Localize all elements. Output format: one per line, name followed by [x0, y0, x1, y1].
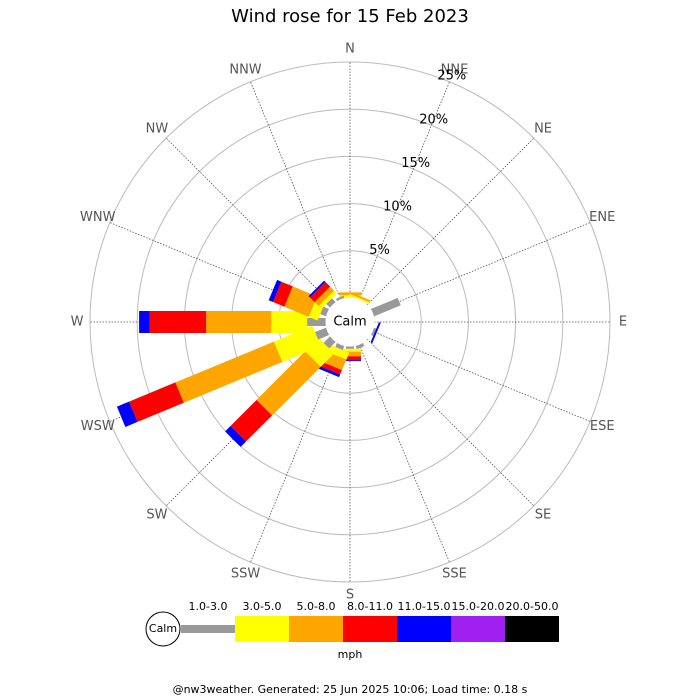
spoke	[372, 222, 591, 314]
direction-label: SSW	[231, 567, 261, 582]
bar-segment	[335, 342, 345, 351]
direction-label: WSW	[81, 419, 115, 434]
direction-label: NNE	[441, 62, 469, 77]
calm-circle	[325, 297, 375, 347]
direction-label: ENE	[589, 210, 615, 225]
bar-segment	[271, 311, 308, 333]
bar-segment	[336, 295, 345, 302]
bar-segment	[318, 366, 341, 378]
direction-label: E	[619, 315, 627, 330]
r-tick-label: 25%	[437, 69, 466, 84]
bar-segment	[284, 286, 318, 317]
bar-segment	[175, 341, 283, 403]
legend-swatch	[451, 616, 505, 642]
legend-swatch	[505, 616, 559, 642]
legend-calm-label: Calm	[149, 622, 177, 635]
spoke	[358, 81, 450, 300]
spoke	[366, 338, 535, 507]
legend-swatch	[397, 616, 451, 642]
bar-segment	[314, 286, 335, 307]
direction-label: W	[71, 315, 84, 330]
direction-label: NW	[146, 121, 169, 136]
legend-calm	[145, 611, 181, 647]
legend-label: 20.0-50.0	[506, 600, 559, 613]
r-tick-label: 15%	[401, 156, 430, 171]
legend-swatch	[289, 616, 343, 642]
direction-label: NE	[534, 121, 552, 136]
r-tick-label: 20%	[419, 112, 448, 127]
bar-segment	[309, 281, 331, 303]
bar-segment	[370, 327, 377, 336]
bar-segment	[129, 382, 184, 422]
bar-segment	[355, 342, 365, 350]
legend-swatch	[343, 616, 397, 642]
direction-label: S	[346, 588, 354, 603]
bar-segment	[349, 292, 371, 303]
bar-segment	[256, 351, 321, 416]
bar-segment	[370, 297, 401, 317]
bar-segment	[370, 322, 381, 344]
spoke	[366, 137, 535, 306]
bar-segment	[230, 399, 273, 442]
bar-segment	[307, 318, 326, 326]
bar-segment	[326, 298, 336, 308]
spoke	[358, 344, 450, 563]
legend-label: 15.0-20.0	[452, 600, 505, 613]
legend-label: 8.0-11.0	[347, 600, 393, 613]
bar-segment	[314, 327, 330, 340]
bar-segment	[268, 279, 282, 303]
direction-label: SW	[146, 508, 167, 523]
bar-segment	[325, 344, 350, 360]
direction-label: WNW	[80, 210, 116, 225]
grid-ring	[89, 61, 611, 583]
bar-segment	[116, 401, 138, 427]
calm-label: Calm	[333, 315, 366, 330]
grid-ring	[136, 108, 564, 536]
chart-title: Wind rose for 15 Feb 2023	[231, 6, 469, 27]
legend-label: 3.0-5.0	[243, 600, 282, 613]
r-tick-label: 10%	[383, 200, 412, 215]
legend-label: 1.0-3.0	[189, 600, 228, 613]
bar-segment	[273, 325, 321, 362]
bar-segment	[273, 281, 293, 307]
direction-label: ESE	[590, 419, 615, 434]
legend-units: mph	[338, 648, 363, 661]
spoke	[250, 344, 342, 563]
bar-segment	[346, 346, 354, 349]
bar-segment	[139, 311, 150, 333]
spoke	[250, 81, 342, 300]
bar-segment	[206, 311, 272, 333]
direction-label: N	[345, 42, 355, 57]
r-tick-label: 5%	[369, 243, 390, 258]
footer: @nw3weather. Generated: 25 Jun 2025 10:0…	[173, 683, 528, 696]
bar-segment	[308, 280, 326, 298]
direction-label: SE	[535, 508, 551, 523]
direction-label: NNW	[229, 62, 261, 77]
spoke	[165, 137, 334, 306]
bar-segment	[318, 290, 337, 309]
legend-label: 5.0-8.0	[297, 600, 336, 613]
legend-swatch	[181, 625, 235, 633]
spoke	[372, 330, 591, 422]
bar-segment	[349, 293, 371, 305]
bar-segment	[149, 311, 207, 333]
legend-label: 11.0-15.0	[398, 600, 451, 613]
bar-segment	[225, 425, 247, 447]
direction-label: SSE	[442, 567, 467, 582]
legend-swatch	[235, 616, 289, 642]
bar-segment	[319, 361, 342, 375]
